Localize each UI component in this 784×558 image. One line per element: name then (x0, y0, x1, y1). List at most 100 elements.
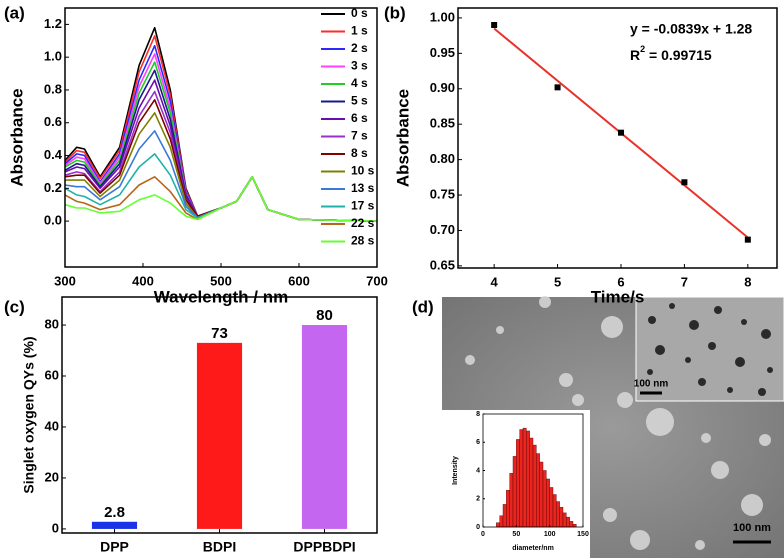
histogram-bar (516, 439, 520, 528)
histogram-bar (496, 522, 500, 528)
y-tick-label: 80 (45, 316, 59, 331)
data-point (617, 129, 624, 136)
x-tick-label: 150 (577, 531, 589, 538)
tem-inset (635, 296, 784, 402)
histogram-bar (526, 430, 530, 528)
plot-frame (457, 7, 778, 269)
panel-label: (c) (4, 297, 25, 316)
data-point (491, 22, 498, 29)
x-tick-label: 600 (288, 273, 310, 288)
y-tick-label: 60 (45, 367, 59, 382)
spectrum-line (64, 176, 378, 222)
y-tick-label: 0.95 (430, 45, 455, 60)
x-tick-label: 5 (554, 274, 561, 289)
scale-bar-label: 100 nm (733, 522, 771, 534)
y-tick-label: 0.80 (430, 151, 455, 166)
y-tick-label: 0.70 (430, 222, 455, 237)
y-tick-label: 8 (476, 411, 480, 418)
fit-equation: y = -0.0839x + 1.28 (630, 21, 752, 37)
legend-label: 13 s (351, 181, 375, 195)
r-squared-exponent: 2 (640, 44, 645, 54)
histogram-bar (519, 429, 524, 528)
y-axis-label: Absorbance (7, 88, 26, 186)
bar (301, 325, 348, 529)
bar (91, 521, 138, 529)
y-tick-label: 20 (45, 469, 59, 484)
spectrum-line (64, 44, 378, 222)
legend-label: 10 s (351, 164, 375, 178)
y-axis-label: Intensity (452, 456, 459, 485)
histogram-bar (499, 515, 504, 528)
histogram-bar (549, 487, 554, 528)
plot-frame (61, 296, 378, 534)
histogram-bar (556, 501, 560, 528)
legend-label: 1 s (351, 24, 368, 38)
y-tick-label: 6 (476, 439, 480, 446)
histogram-bar (542, 470, 547, 528)
legend-label: 2 s (351, 41, 368, 55)
y-tick-label: 1.2 (44, 16, 62, 31)
legend-label: 17 s (351, 199, 375, 213)
legend-label: 5 s (351, 94, 368, 108)
x-tick-label: DPPBDPI (293, 539, 355, 555)
histogram-bar (569, 521, 574, 528)
histogram-bar (536, 453, 540, 528)
r-squared-value: = 0.99715 (645, 47, 712, 63)
x-tick-label: 400 (132, 273, 154, 288)
x-tick-label: 8 (744, 274, 751, 289)
histogram-bar (546, 478, 550, 528)
scale-bar-label: 100 nm (634, 379, 669, 390)
legend-label: 4 s (351, 76, 368, 90)
histogram-bar (506, 490, 510, 528)
data-point (681, 179, 688, 186)
histogram-bar (552, 494, 557, 528)
histogram-bar (572, 523, 577, 528)
bar-value-label: 80 (316, 307, 333, 324)
x-tick-label: 0 (481, 531, 485, 538)
panel-label: (b) (384, 3, 406, 22)
y-tick-label: 0.6 (44, 114, 62, 129)
y-axis-label: Singlet oxygen QYs (%) (21, 336, 37, 493)
legend-label: 3 s (351, 59, 368, 73)
histogram-bar (532, 444, 537, 528)
bar-value-label: 73 (211, 325, 228, 342)
histogram-bar (566, 516, 570, 528)
legend-label: 7 s (351, 129, 368, 143)
y-tick-label: 0 (52, 520, 59, 535)
y-tick-label: 1.00 (430, 9, 455, 24)
x-tick-label: 7 (681, 274, 688, 289)
y-tick-label: 0.4 (44, 147, 63, 162)
y-tick-label: 4 (476, 467, 480, 474)
y-tick-label: 0.8 (44, 81, 62, 96)
x-tick-label: 300 (54, 273, 76, 288)
panel-label: (a) (4, 3, 25, 22)
x-tick-label: 6 (617, 274, 624, 289)
x-tick-label: 4 (491, 274, 499, 289)
spectrum-line (64, 61, 378, 222)
histogram-bar (562, 512, 567, 528)
data-point (744, 236, 751, 243)
x-tick-label: DPP (100, 539, 129, 555)
y-tick-label: 0.85 (430, 116, 455, 131)
y-axis-label: Absorbance (393, 89, 412, 187)
x-axis-label: Time/s (591, 287, 645, 306)
legend-label: 28 s (351, 234, 375, 248)
bar-value-label: 2.8 (104, 504, 125, 521)
spectrum-line (64, 35, 378, 222)
y-tick-label: 1.0 (44, 49, 62, 64)
spectrum-line (64, 90, 378, 222)
x-tick-label: BDPI (203, 539, 236, 555)
data-point (554, 84, 561, 91)
legend-label: 6 s (351, 111, 368, 125)
histogram-bar (509, 473, 514, 528)
histogram-bar (539, 461, 544, 528)
x-tick-label: 100 (544, 531, 556, 538)
legend-label: 22 s (351, 216, 375, 230)
histogram-bar (522, 427, 527, 528)
x-axis-label: diameter/nm (512, 545, 554, 552)
panel-label: (d) (412, 297, 434, 316)
x-tick-label: 700 (366, 273, 388, 288)
y-tick-label: 0.2 (44, 180, 62, 195)
y-tick-label: 0.75 (430, 186, 455, 201)
